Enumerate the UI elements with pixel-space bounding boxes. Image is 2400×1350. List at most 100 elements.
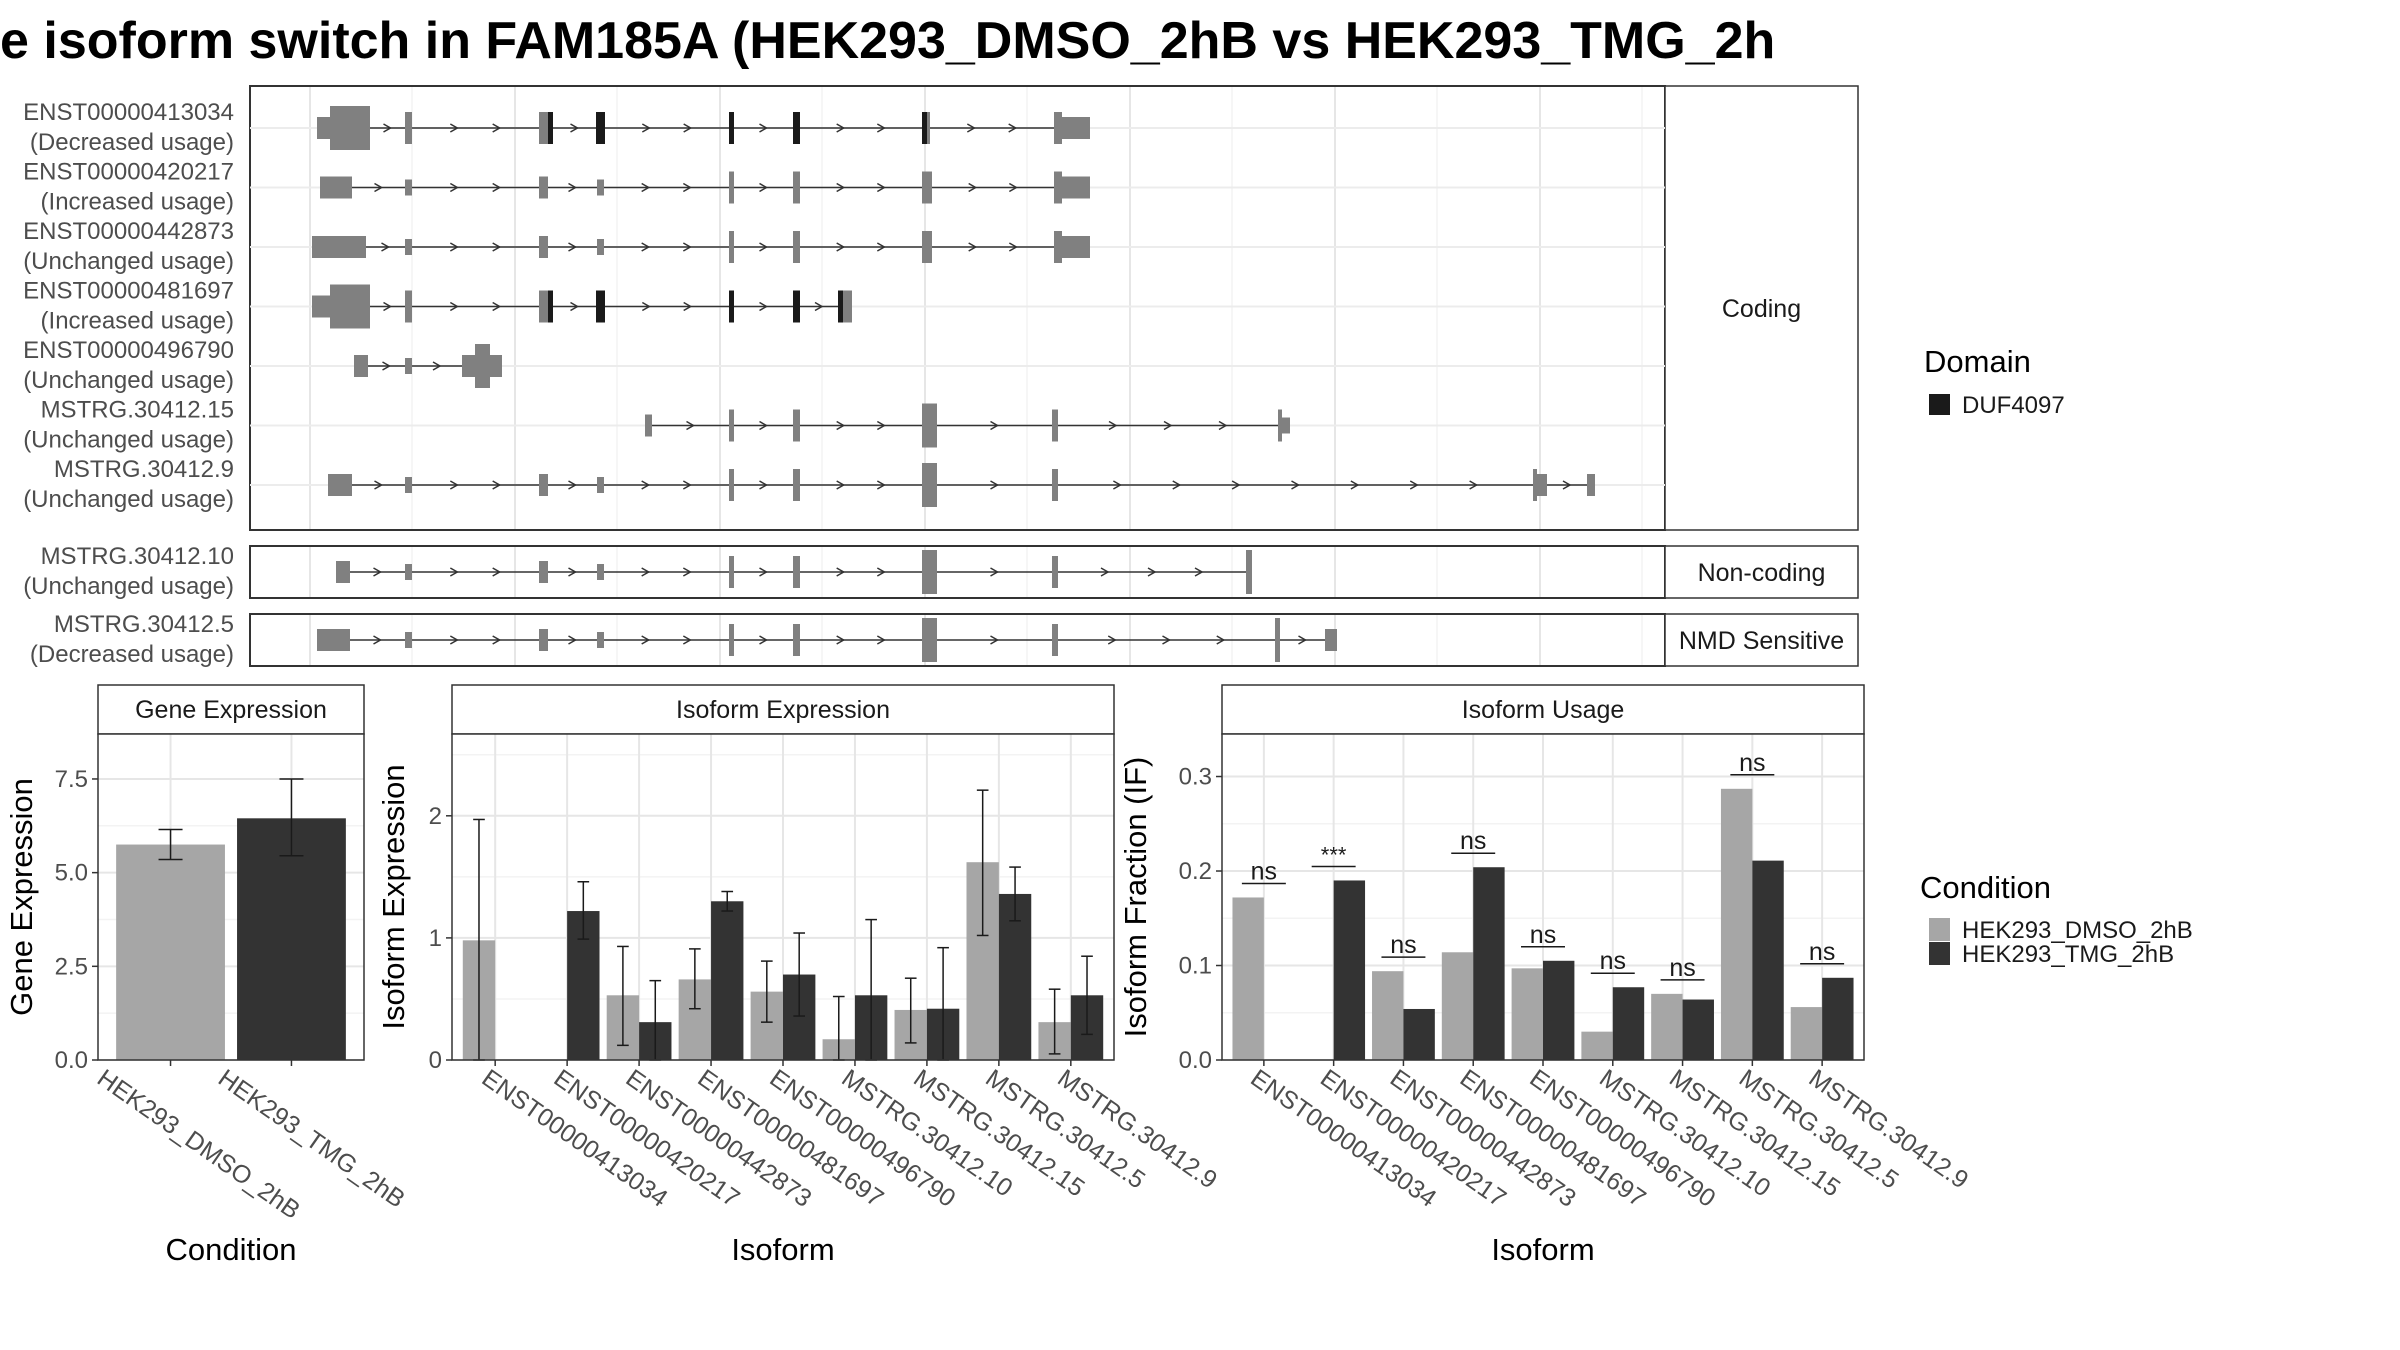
- strand-arrow: [641, 182, 651, 193]
- y-axis-title: Isoform Expression: [376, 764, 411, 1029]
- strand-arrow: [373, 635, 383, 645]
- transcript-name: MSTRG.30412.10: [41, 543, 234, 570]
- strand-arrow: [1113, 480, 1122, 490]
- strand-arrow: [449, 242, 459, 252]
- strand-arrow: [966, 123, 976, 133]
- strand-arrow: [492, 301, 502, 312]
- exon-block: [1275, 618, 1280, 662]
- exon-block: [793, 171, 800, 204]
- exon-block: [597, 477, 604, 493]
- strand-arrow: [382, 361, 392, 371]
- strand-arrow: [1350, 480, 1360, 490]
- exon-block: [1054, 112, 1062, 144]
- y-tick-label: 0.0: [1179, 1047, 1212, 1074]
- bar: [1232, 897, 1264, 1060]
- transcript-usage: (Decreased usage): [30, 129, 234, 156]
- strand-arrow: [836, 123, 846, 133]
- condition-legend-swatch: [1929, 918, 1950, 941]
- condition-legend-swatch: [1929, 942, 1950, 965]
- exon-block: [793, 231, 800, 263]
- strand-arrow: [759, 182, 769, 193]
- domain-block: [793, 290, 800, 323]
- exon-block: [922, 550, 937, 594]
- strand-arrow: [492, 567, 502, 577]
- strand-arrow: [1107, 635, 1117, 645]
- bar: [1752, 860, 1784, 1060]
- strand-arrow: [759, 635, 769, 645]
- exon-block: [1587, 474, 1595, 496]
- exon-block: [1282, 417, 1290, 434]
- exon-block: [317, 117, 330, 139]
- exon-block: [1052, 624, 1058, 656]
- bar: [1473, 867, 1505, 1060]
- exon-block: [539, 176, 548, 199]
- exon-block: [922, 618, 937, 662]
- y-axis-title: Gene Expression: [4, 778, 39, 1016]
- strand-arrow: [641, 635, 651, 645]
- exon-block: [922, 403, 937, 448]
- transcript-usage: (Decreased usage): [30, 641, 234, 668]
- strand-arrow: [1216, 635, 1226, 645]
- strand-arrow: [759, 242, 769, 252]
- exon-block: [490, 355, 502, 377]
- exon-block: [927, 112, 930, 144]
- strand-arrow: [449, 480, 459, 490]
- transcript-usage: (Increased usage): [41, 308, 234, 335]
- strand-arrow: [449, 635, 459, 645]
- transcript-usage: (Unchanged usage): [23, 427, 234, 454]
- strand-arrow: [990, 480, 1000, 490]
- strand-arrow: [1409, 480, 1419, 490]
- strand-arrow: [876, 242, 886, 252]
- structure-panel-bg: [250, 86, 1665, 530]
- strand-arrow: [449, 123, 459, 133]
- exon-block: [1052, 409, 1058, 442]
- strand-arrow: [374, 480, 384, 490]
- strand-arrow: [1108, 420, 1118, 431]
- x-tick-label: HEK293_DMSO_2hB: [92, 1064, 305, 1225]
- x-axis-title: Condition: [166, 1232, 297, 1267]
- transcript-structure-panel: Coding Non-coding NMD Sensitive ENST0000041…: [23, 85, 1859, 668]
- bar: [1403, 1008, 1435, 1060]
- strand-arrow: [1100, 567, 1110, 577]
- chart-0: Gene ExpressionHEK293_DMSO_2hBHEK293_TMG…: [4, 684, 410, 1267]
- strand-arrow: [990, 420, 1000, 431]
- exon-block: [405, 290, 412, 323]
- strand-arrow: [1163, 420, 1173, 431]
- transcript-name: ENST00000420217: [23, 159, 234, 186]
- exon-block: [793, 624, 800, 656]
- strand-arrow: [1008, 182, 1018, 193]
- strand-arrow: [968, 182, 978, 193]
- exon-block: [729, 231, 734, 263]
- condition-legend-label: HEK293_TMG_2hB: [1962, 941, 2174, 968]
- bar: [116, 844, 225, 1060]
- strand-arrow: [641, 301, 651, 312]
- bar: [1612, 987, 1645, 1060]
- y-tick-label: 2: [429, 803, 442, 830]
- exon-block: [317, 629, 350, 651]
- domain-block: [922, 112, 927, 144]
- exon-block: [462, 355, 475, 377]
- exon-block: [539, 474, 548, 496]
- bar: [1511, 968, 1543, 1060]
- strand-arrow: [641, 567, 651, 577]
- significance-label: ns: [1251, 857, 1277, 885]
- condition-legend-label: HEK293_DMSO_2hB: [1962, 917, 2193, 944]
- exon-block: [405, 564, 412, 580]
- exon-block: [922, 171, 932, 204]
- exon-block: [1325, 629, 1337, 651]
- strand-arrow: [641, 123, 651, 133]
- transcript-usage: (Unchanged usage): [23, 367, 234, 394]
- strand-arrow: [682, 567, 692, 577]
- bar: [1720, 788, 1753, 1060]
- exon-block: [645, 414, 652, 437]
- bar: [1581, 1031, 1613, 1060]
- strand-arrow: [492, 480, 502, 490]
- strand-arrow: [1008, 242, 1018, 252]
- y-tick-label: 0.2: [1179, 858, 1212, 885]
- significance-label: ns: [1600, 947, 1626, 975]
- y-tick-label: 1: [429, 925, 442, 952]
- strand-arrow: [876, 420, 886, 431]
- exon-block: [405, 239, 412, 255]
- exon-block: [405, 179, 412, 196]
